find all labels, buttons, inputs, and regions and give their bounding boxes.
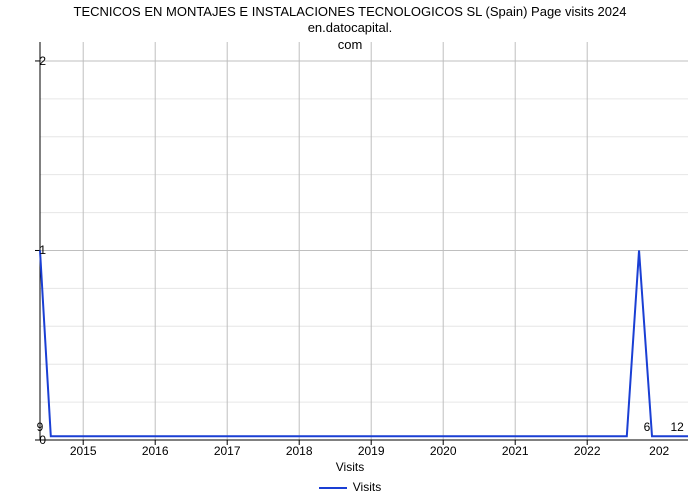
chart-container: TECNICOS EN MONTAJES E INSTALACIONES TEC… [0, 0, 700, 500]
x-tick-label: 2020 [430, 444, 457, 458]
x-axis-label: Visits [0, 460, 700, 474]
legend: Visits [0, 480, 700, 494]
x-tick-label: 2017 [214, 444, 241, 458]
x-tick-label: 2022 [574, 444, 601, 458]
data-point-label: 12 [671, 420, 684, 434]
title-line-1: TECNICOS EN MONTAJES E INSTALACIONES TEC… [74, 4, 627, 35]
plot-area [40, 42, 688, 440]
x-tick-label: 2021 [502, 444, 529, 458]
data-point-label: 9 [37, 420, 44, 434]
legend-swatch [319, 487, 347, 489]
data-point-label: 6 [644, 420, 651, 434]
y-tick-label: 1 [39, 243, 46, 257]
x-tick-label: 2016 [142, 444, 169, 458]
x-tick-label: 2018 [286, 444, 313, 458]
plot-svg [40, 42, 688, 440]
legend-label: Visits [353, 480, 381, 494]
x-tick-label: 202 [649, 444, 669, 458]
x-tick-label: 2015 [70, 444, 97, 458]
y-tick-label: 2 [39, 54, 46, 68]
x-axis-label-text: Visits [336, 460, 364, 474]
x-tick-label: 2019 [358, 444, 385, 458]
y-tick-label: 0 [39, 433, 46, 447]
